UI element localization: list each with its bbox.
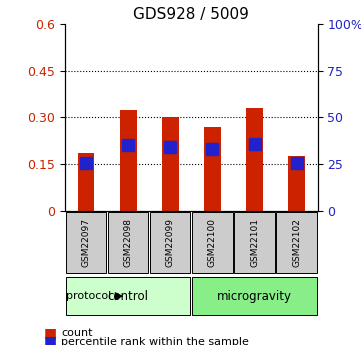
Text: ■: ■ [43,335,56,345]
Bar [246,108,263,211]
Text: percentile rank within the sample: percentile rank within the sample [61,337,249,345]
Text: GSM22098: GSM22098 [124,218,132,267]
FancyBboxPatch shape [234,212,275,274]
Text: GSM22097: GSM22097 [82,218,91,267]
Text: microgravity: microgravity [217,289,292,303]
Bar [288,156,305,211]
Bar [162,117,179,211]
Text: GSM22101: GSM22101 [250,218,259,267]
FancyBboxPatch shape [108,212,148,274]
FancyBboxPatch shape [66,212,106,274]
Bar [204,127,221,211]
Text: ■: ■ [43,326,56,340]
FancyBboxPatch shape [277,212,317,274]
Text: control: control [108,289,149,303]
Text: GSM22102: GSM22102 [292,218,301,267]
Text: GSM22100: GSM22100 [208,218,217,267]
FancyBboxPatch shape [192,277,317,315]
Bar [120,110,136,211]
Title: GDS928 / 5009: GDS928 / 5009 [134,7,249,22]
Text: GSM22099: GSM22099 [166,218,175,267]
FancyBboxPatch shape [66,277,191,315]
FancyBboxPatch shape [192,212,232,274]
FancyBboxPatch shape [150,212,191,274]
Bar [78,153,95,211]
Text: protocol ▶: protocol ▶ [66,291,123,301]
Text: count: count [61,328,93,338]
